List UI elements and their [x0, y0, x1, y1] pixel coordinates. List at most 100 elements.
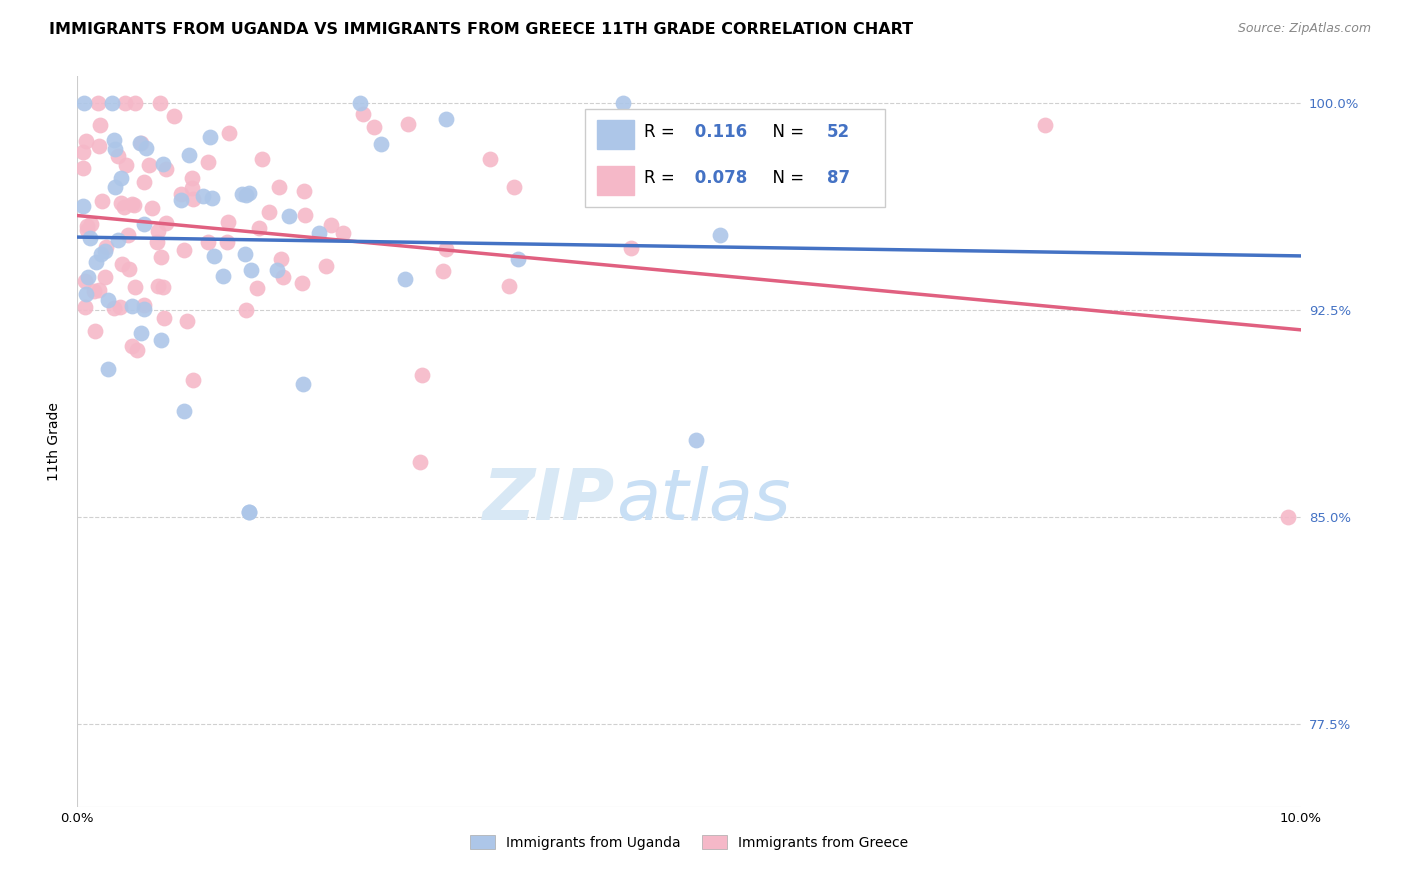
Y-axis label: 11th Grade: 11th Grade	[48, 402, 62, 481]
Point	[181, 192, 204, 206]
Point	[75, 134, 97, 148]
Text: 52: 52	[827, 123, 851, 141]
Point	[235, 303, 257, 318]
Point	[87, 138, 110, 153]
Point	[153, 311, 176, 326]
Point	[266, 263, 288, 277]
Point	[294, 208, 316, 222]
Point	[277, 209, 299, 223]
Legend: Immigrants from Uganda, Immigrants from Greece: Immigrants from Uganda, Immigrants from …	[464, 830, 914, 855]
Point	[332, 226, 354, 240]
Point	[180, 171, 202, 186]
Point	[107, 149, 129, 163]
Point	[170, 187, 193, 202]
Point	[238, 505, 260, 519]
Point	[231, 186, 253, 201]
Point	[135, 141, 157, 155]
Point	[247, 221, 270, 235]
Point	[612, 96, 634, 111]
Point	[94, 240, 117, 254]
Point	[709, 228, 731, 243]
Point	[434, 112, 457, 126]
Point	[121, 300, 143, 314]
Point	[181, 180, 204, 194]
Point	[111, 257, 134, 271]
Point	[498, 279, 520, 293]
Point	[110, 170, 132, 185]
Point	[150, 333, 173, 347]
Point	[73, 300, 96, 314]
Point	[257, 204, 280, 219]
Point	[103, 142, 125, 156]
Text: ZIP: ZIP	[484, 466, 616, 534]
Point	[155, 161, 177, 176]
Point	[132, 301, 155, 316]
Point	[72, 145, 94, 159]
Point	[173, 244, 195, 258]
Point	[240, 262, 263, 277]
Point	[411, 368, 433, 383]
Point	[134, 298, 156, 312]
Point	[86, 96, 108, 111]
Point	[118, 262, 141, 277]
Point	[183, 373, 205, 387]
Point	[321, 218, 343, 232]
Text: N =: N =	[762, 123, 810, 141]
Text: N =: N =	[762, 169, 810, 187]
Point	[150, 250, 173, 264]
Text: R =: R =	[644, 169, 679, 187]
Point	[104, 179, 127, 194]
Point	[90, 247, 112, 261]
Point	[72, 199, 94, 213]
Point	[94, 244, 117, 259]
Point	[138, 158, 160, 172]
Point	[152, 280, 174, 294]
Point	[177, 148, 200, 162]
Point	[478, 152, 501, 166]
Point	[233, 247, 256, 261]
Point	[129, 136, 152, 150]
Point	[125, 343, 148, 358]
Point	[155, 216, 177, 230]
Point	[370, 136, 392, 151]
Point	[250, 152, 273, 166]
Point	[90, 194, 112, 209]
Point	[238, 186, 260, 201]
Point	[503, 180, 526, 194]
Point	[110, 300, 132, 314]
Point	[73, 274, 96, 288]
Point	[132, 175, 155, 189]
Point	[409, 455, 432, 469]
Point	[308, 226, 330, 240]
Point	[191, 189, 214, 203]
Point	[75, 287, 97, 301]
Point	[110, 195, 132, 210]
Point	[201, 191, 224, 205]
Point	[83, 324, 105, 338]
Text: 0.116: 0.116	[689, 123, 747, 141]
Point	[103, 301, 125, 316]
Point	[292, 376, 315, 391]
Point	[238, 505, 260, 519]
Point	[114, 96, 136, 111]
Text: Source: ZipAtlas.com: Source: ZipAtlas.com	[1237, 22, 1371, 36]
Point	[112, 200, 135, 214]
Point	[77, 270, 100, 285]
Point	[73, 96, 96, 111]
Point	[121, 339, 143, 353]
Point	[619, 182, 641, 196]
Point	[97, 362, 120, 376]
Point	[152, 156, 174, 170]
Point	[436, 242, 458, 256]
Point	[291, 277, 314, 291]
Point	[315, 259, 337, 273]
Text: R =: R =	[644, 123, 679, 141]
Point	[100, 96, 122, 111]
Point	[270, 252, 292, 266]
Point	[363, 120, 385, 134]
Point	[217, 215, 239, 229]
Point	[103, 133, 125, 147]
Point	[124, 96, 146, 111]
Text: IMMIGRANTS FROM UGANDA VS IMMIGRANTS FROM GREECE 11TH GRADE CORRELATION CHART: IMMIGRANTS FROM UGANDA VS IMMIGRANTS FRO…	[49, 22, 914, 37]
Point	[620, 241, 643, 255]
